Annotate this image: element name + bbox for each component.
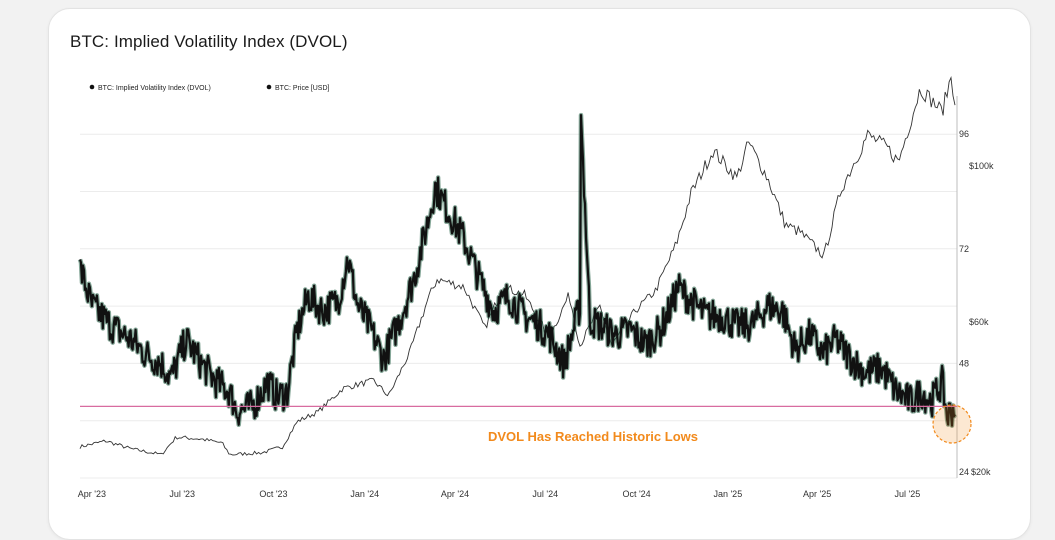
chart-card (48, 8, 1031, 540)
x-tick-label: Jan '24 (350, 489, 379, 499)
x-tick-label: Jul '23 (169, 489, 195, 499)
x-tick-label: Oct '24 (622, 489, 650, 499)
dvol-axis-label: 48 (959, 358, 969, 368)
chart-svg: DVOL Has Reached Historic Lows Apr '23 Ju… (78, 76, 994, 499)
price-axis-label: $60k (969, 317, 989, 327)
legend-marker (266, 84, 272, 90)
x-tick-label: Oct '23 (259, 489, 287, 499)
x-tick-label: Jan '25 (713, 489, 742, 499)
dvol-axis-label: 96 (959, 129, 969, 139)
chart-title: BTC: Implied Volatility Index (DVOL) (70, 32, 348, 51)
legend-label: BTC: Implied Volatility Index (DVOL) (98, 85, 211, 92)
price-axis-label: $20k (971, 467, 991, 477)
x-tick-label: Apr '23 (78, 489, 106, 499)
dvol-axis-label: 24 (959, 467, 969, 477)
x-tick-label: Jul '25 (895, 489, 921, 499)
x-tick-label: Apr '25 (803, 489, 831, 499)
legend-label: BTC: Price [USD] (275, 85, 330, 92)
price-line (79, 76, 956, 456)
legend-marker (89, 84, 95, 90)
historic-low-highlight (932, 404, 972, 444)
dvol-line (78, 114, 956, 427)
x-tick-label: Apr '24 (441, 489, 469, 499)
x-tick-label: Jul '24 (532, 489, 558, 499)
dvol-axis-label: 72 (959, 244, 969, 254)
annotation-text: DVOL Has Reached Historic Lows (488, 429, 698, 444)
price-axis-label: $100k (969, 161, 994, 171)
